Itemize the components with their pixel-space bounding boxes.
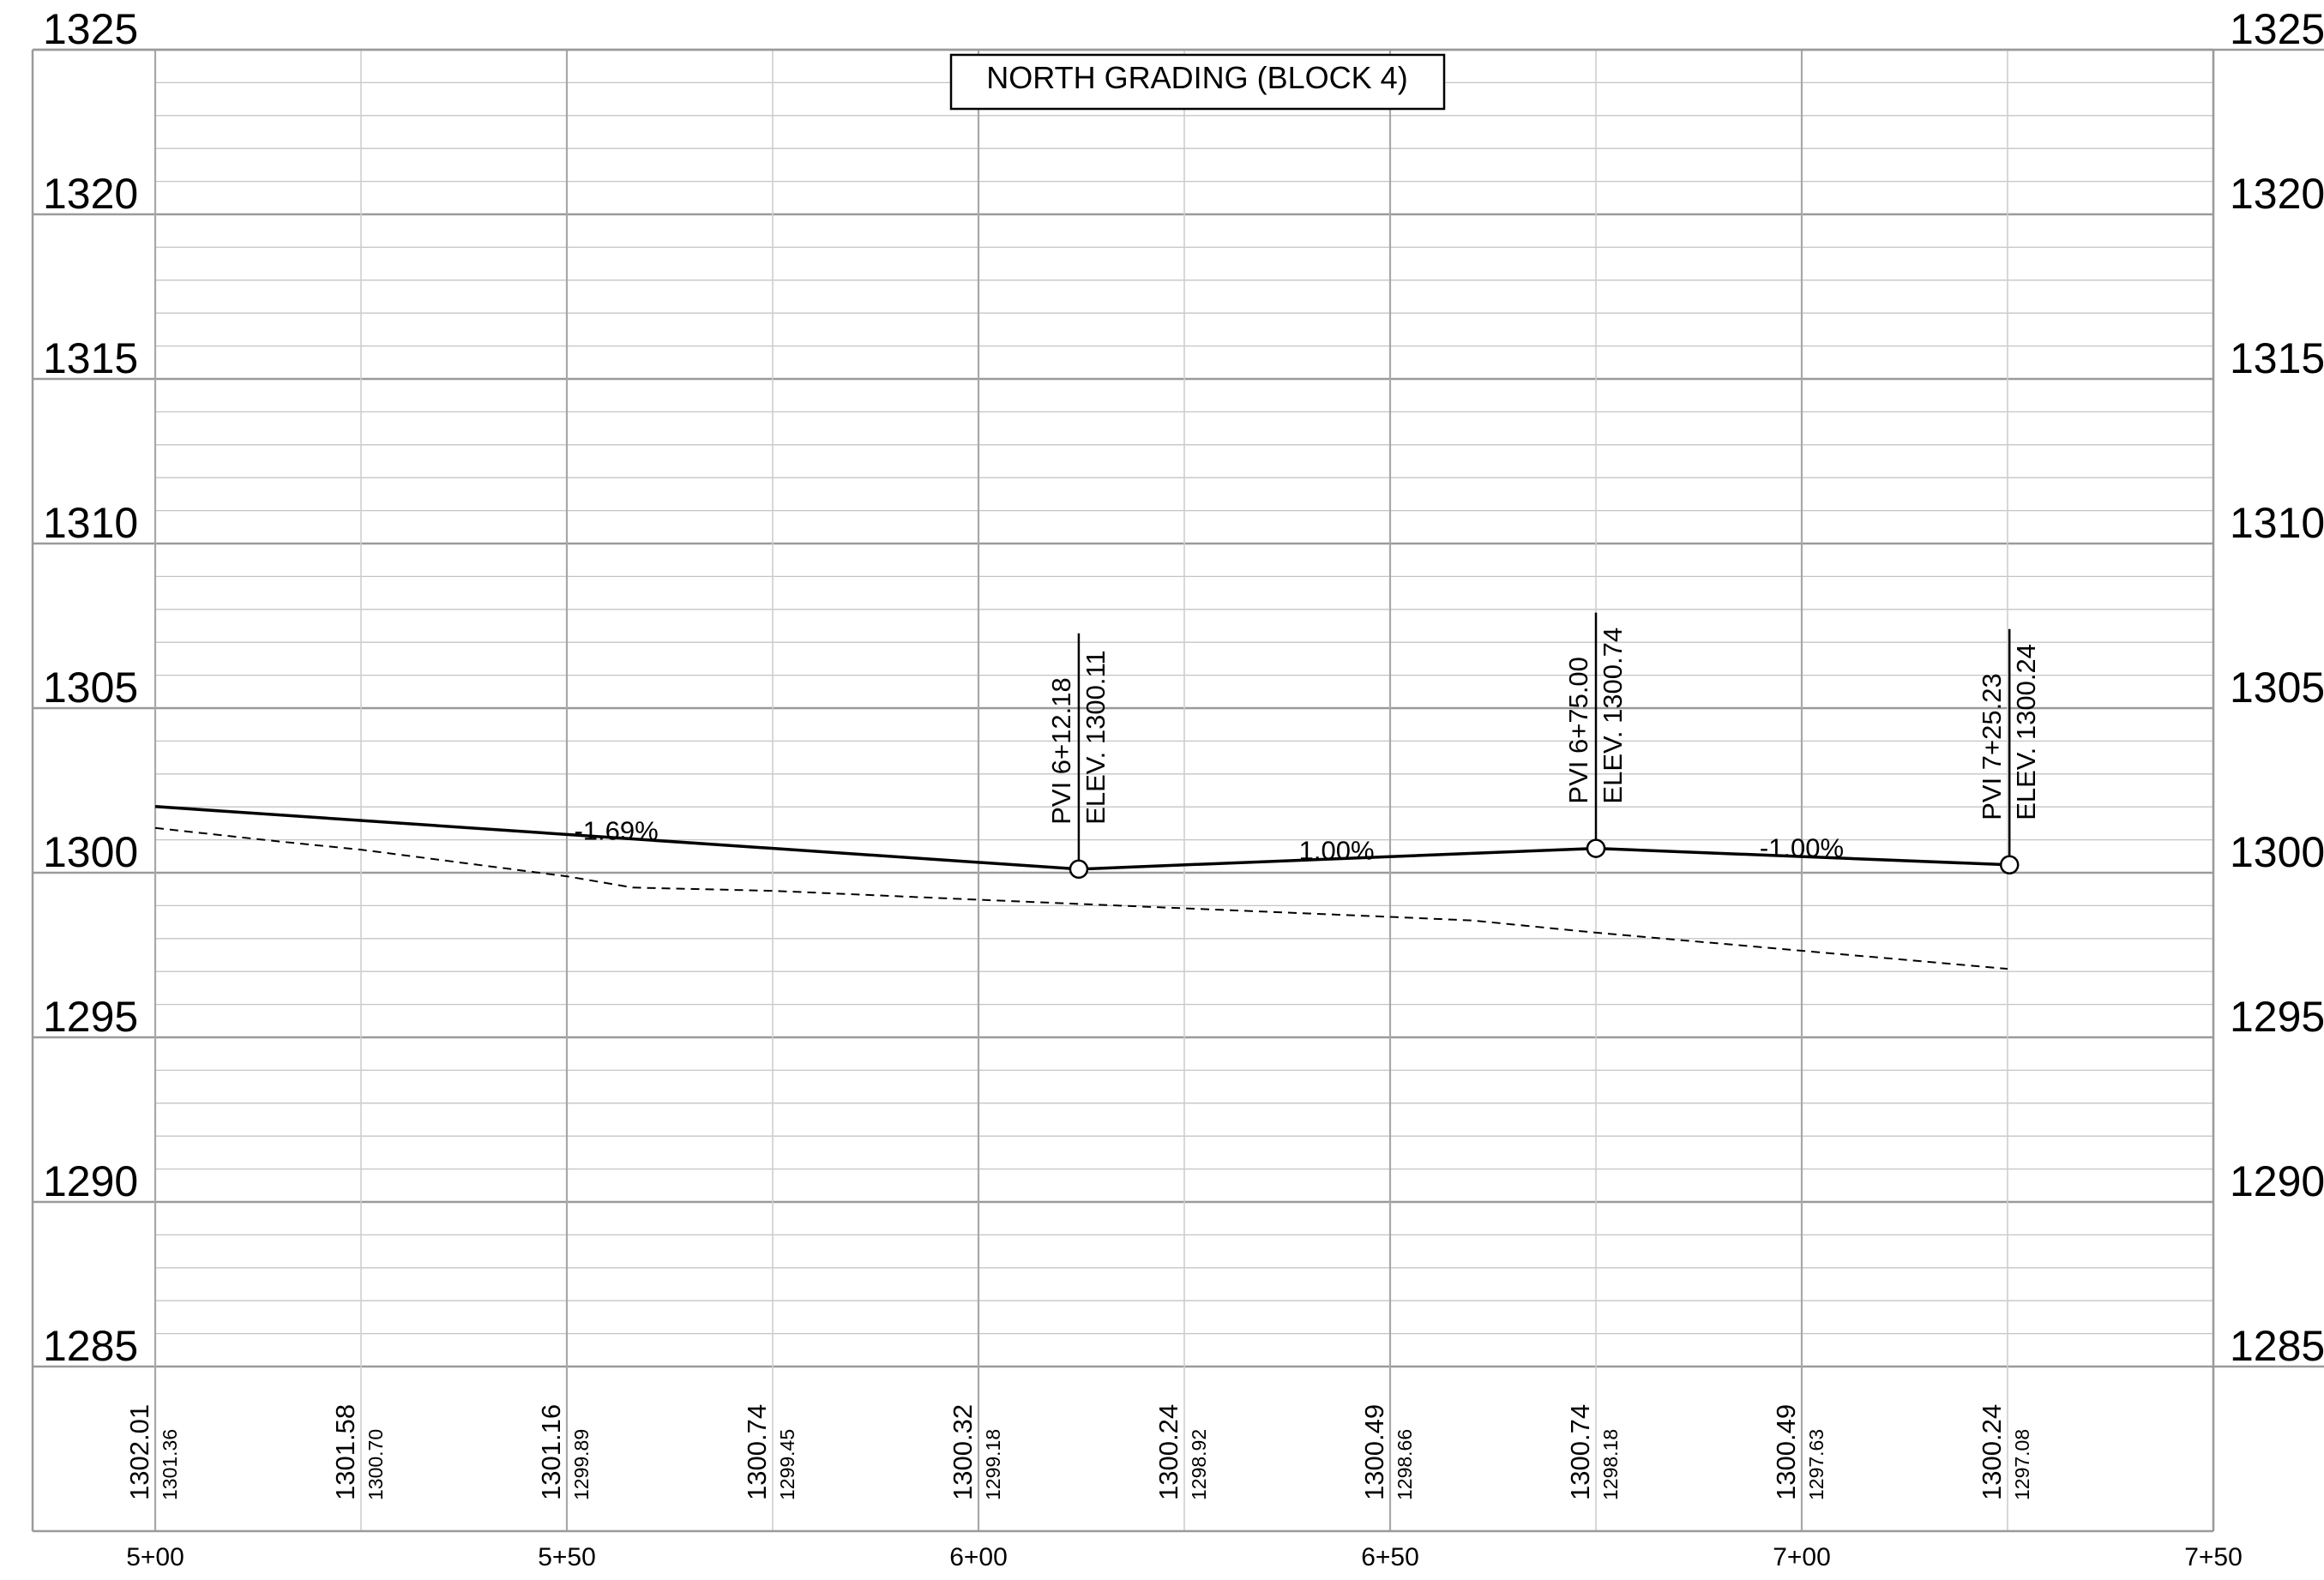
pvi-circle — [1999, 855, 2020, 875]
proposed-grade-line — [154, 805, 2010, 871]
y-tick-label-left: 1290 — [43, 1157, 138, 1205]
existing-elevation-label: 1297.08 — [2011, 1429, 2033, 1500]
x-tick-label: 5+00 — [126, 1543, 184, 1571]
profile-title: NORTH GRADING (BLOCK 4) — [986, 60, 1407, 95]
proposed-elevation-label: 1300.49 — [1359, 1404, 1389, 1500]
y-tick-label-right: 1310 — [2230, 499, 2324, 547]
proposed-elevation-label: 1300.24 — [1977, 1404, 2007, 1500]
pvi-circle — [1586, 838, 1606, 858]
title-box — [949, 53, 1446, 111]
grade-percent-label: -1.00% — [1760, 833, 1844, 863]
y-tick-label-right: 1295 — [2230, 993, 2324, 1041]
pvi-elevation-label: ELEV. 1300.74 — [1598, 628, 1628, 804]
existing-grade-line — [154, 826, 2008, 970]
existing-elevation-label: 1297.63 — [1805, 1429, 1827, 1500]
proposed-elevation-label: 1300.74 — [742, 1404, 772, 1500]
pvi-station-label: PVI 6+12.18 — [1046, 677, 1076, 825]
frame — [31, 48, 2324, 1533]
x-tick-label: 6+00 — [949, 1543, 1008, 1571]
x-tick-label: 7+00 — [1773, 1543, 1831, 1571]
y-tick-label-left: 1320 — [43, 170, 138, 218]
grid — [33, 48, 2215, 1531]
y-tick-label-right: 1300 — [2230, 828, 2324, 876]
y-tick-label-left: 1300 — [43, 828, 138, 876]
x-tick-label: 7+50 — [2184, 1543, 2243, 1571]
y-tick-label-right: 1285 — [2230, 1322, 2324, 1370]
y-tick-label-right: 1325 — [2230, 5, 2324, 53]
y-tick-label-left: 1325 — [43, 5, 138, 53]
x-tick-label: 6+50 — [1361, 1543, 1419, 1571]
proposed-elevation-label: 1301.16 — [536, 1404, 566, 1500]
x-tick-label: 5+50 — [538, 1543, 596, 1571]
proposed-elevation-label: 1300.74 — [1565, 1404, 1595, 1500]
existing-elevation-label: 1301.36 — [159, 1429, 181, 1500]
pvi-elevation-label: ELEV. 1300.24 — [2011, 644, 2041, 820]
profile-title-box: NORTH GRADING (BLOCK 4) — [949, 53, 1446, 111]
existing-elevation-label: 1298.18 — [1599, 1429, 1622, 1500]
existing-elevation-label: 1299.45 — [776, 1429, 798, 1500]
proposed-elevation-label: 1300.49 — [1771, 1404, 1801, 1500]
pvi-station-label: PVI 7+25.23 — [1977, 673, 2007, 820]
y-tick-label-left: 1295 — [43, 993, 138, 1041]
existing-grade-path — [154, 826, 2008, 970]
grade-labels: -1.69% 1.00% -1.00% — [574, 816, 1844, 866]
existing-elevation-label: 1298.66 — [1394, 1429, 1416, 1500]
y-tick-label-left: 1315 — [43, 334, 138, 382]
y-tick-label-left: 1310 — [43, 499, 138, 547]
axis-labels: 1325 1325 1320 1320 1315 1315 1310 1310 1305 1305… — [43, 5, 2324, 1571]
proposed-elevation-label: 1300.24 — [1153, 1404, 1183, 1500]
proposed-elevation-label: 1300.32 — [948, 1404, 978, 1500]
grade-percent-label: 1.00% — [1299, 836, 1375, 866]
proposed-grade-path — [154, 805, 2010, 871]
pvi-station-label: PVI 6+75.00 — [1563, 657, 1593, 804]
proposed-elevation-label: 1302.01 — [124, 1404, 154, 1500]
existing-elevation-label: 1300.70 — [364, 1429, 387, 1500]
bottom-elevation-table: 1302.01 1301.36 1301.58 1300.70 1301.16 1299.… — [124, 1404, 2033, 1500]
existing-elevation-label: 1299.89 — [570, 1429, 593, 1500]
pvi-markers: PVI 6+12.18 ELEV. 1300.11 PVI 6+75.00 ELEV.… — [1046, 612, 2041, 880]
existing-elevation-label: 1298.92 — [1188, 1429, 1210, 1500]
y-tick-label-left: 1285 — [43, 1322, 138, 1370]
y-tick-label-right: 1315 — [2230, 334, 2324, 382]
y-tick-label-right: 1320 — [2230, 170, 2324, 218]
y-tick-label-left: 1305 — [43, 664, 138, 712]
existing-elevation-label: 1299.18 — [982, 1429, 1004, 1500]
y-tick-label-right: 1290 — [2230, 1157, 2324, 1205]
y-tick-label-right: 1305 — [2230, 664, 2324, 712]
proposed-elevation-label: 1301.58 — [330, 1404, 360, 1500]
pvi-circle — [1069, 859, 1089, 880]
pvi-elevation-label: ELEV. 1300.11 — [1081, 650, 1111, 824]
grade-percent-label: -1.69% — [574, 816, 658, 846]
